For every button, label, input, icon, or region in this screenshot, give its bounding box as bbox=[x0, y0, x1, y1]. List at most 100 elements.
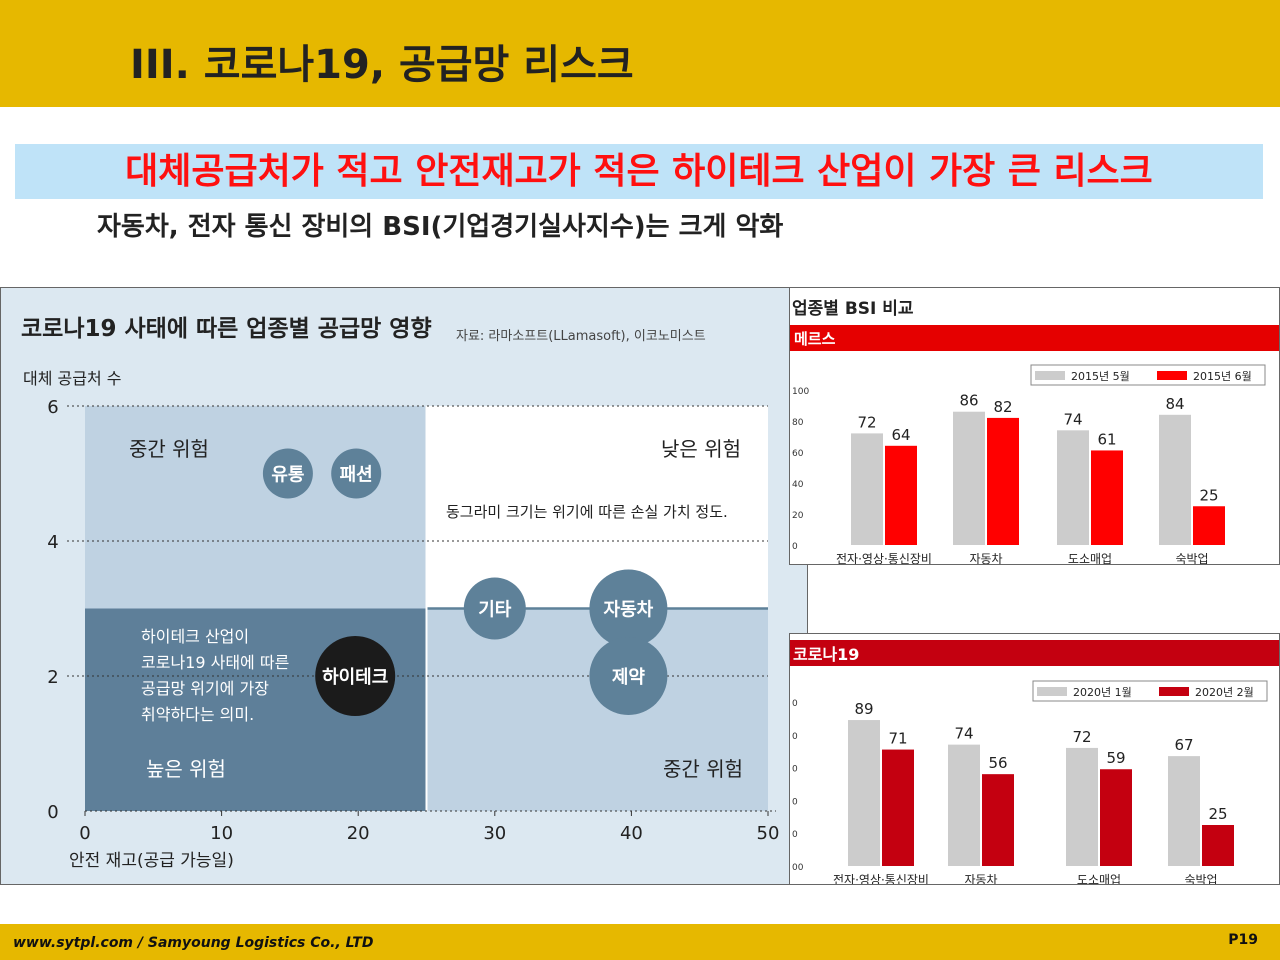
bar-도소매업-2020년 1월 bbox=[1066, 747, 1098, 866]
legend-label: 2015년 5월 bbox=[1071, 370, 1130, 383]
bubble-하이테크 bbox=[315, 636, 396, 716]
supply-risk-bubble-chart: 코로나19 사태에 따른 업종별 공급망 영향 자료: 라마소프트(LLamas… bbox=[21, 316, 780, 871]
bar-y-tick-label: 80 bbox=[792, 418, 804, 428]
legend-swatch bbox=[1035, 371, 1065, 380]
bubble-유통 bbox=[262, 448, 313, 499]
bar-value-label: 86 bbox=[959, 392, 978, 410]
bubble-label: 제약 bbox=[612, 666, 646, 688]
covid-header-bar bbox=[790, 640, 1279, 666]
zone-top-left bbox=[85, 406, 427, 609]
bar-category-label: 자동차 bbox=[969, 552, 1002, 564]
mers-bsi-bar-chart: 업종별 BSI 비교 메르스 0 20 40 60 80 100 2015년 5월 2015년… bbox=[790, 299, 1279, 566]
zone-label-top-left: 중간 위험 bbox=[129, 437, 209, 461]
x-tick-label: 40 bbox=[620, 823, 643, 844]
bar-value-label: 89 bbox=[854, 700, 873, 718]
bar-y-tick-label: 0 bbox=[792, 732, 798, 742]
mers-bsi-panel: 업종별 BSI 비교 메르스 0 20 40 60 80 100 2015년 5월 2015년… bbox=[789, 287, 1280, 566]
bubble-label: 기타 bbox=[478, 600, 512, 621]
bar-value-label: 84 bbox=[1165, 395, 1184, 413]
bar-category-label: 전자·영상·통신장비 bbox=[836, 552, 932, 564]
bar-category-label: 숙박업 bbox=[1184, 873, 1217, 884]
zone-label-bottom-right: 중간 위험 bbox=[663, 757, 743, 781]
bar-y-tick-label: 0 bbox=[792, 765, 798, 775]
bar-숙박업-2020년 1월 bbox=[1168, 756, 1200, 866]
zone-label-top-right: 낮은 위험 bbox=[661, 437, 741, 461]
bar-value-label: 71 bbox=[888, 730, 907, 748]
bar-숙박업-2020년 2월 bbox=[1202, 825, 1234, 866]
bar-value-label: 82 bbox=[993, 398, 1012, 416]
bubble-label: 패션 bbox=[340, 465, 373, 486]
bubble-제약 bbox=[589, 637, 668, 715]
bar-value-label: 59 bbox=[1106, 749, 1125, 767]
zone-top-right bbox=[426, 406, 768, 609]
bubble-label: 하이테크 bbox=[322, 667, 388, 688]
zone-bottom-right bbox=[426, 608, 768, 811]
x-axis-label: 안전 재고(공급 가능일) bbox=[69, 851, 234, 871]
legend-box bbox=[1030, 364, 1266, 386]
bubble-chart-title: 코로나19 사태에 따른 업종별 공급망 영향 bbox=[21, 316, 432, 342]
bar-자동차-2015년 5월 bbox=[953, 411, 985, 545]
bar-숙박업-2015년 6월 bbox=[1193, 506, 1225, 545]
bar-y-tick-label: 00 bbox=[792, 863, 804, 873]
bar-y-tick-label: 100 bbox=[792, 387, 809, 397]
bubble-chart-source: 자료: 라마소프트(LLamasoft), 이코노미스트 bbox=[456, 329, 706, 344]
header-bar bbox=[0, 0, 1280, 107]
mers-header-bar bbox=[790, 325, 1279, 351]
legend-label: 2020년 2월 bbox=[1195, 686, 1254, 699]
bar-자동차-2015년 6월 bbox=[987, 417, 1019, 545]
bar-y-tick-label: 20 bbox=[792, 511, 804, 521]
annotation-line-1: 하이테크 산업이 bbox=[141, 627, 249, 646]
covid-header-label: 코로나19 bbox=[793, 645, 859, 664]
legend-label: 2015년 6월 bbox=[1193, 370, 1252, 383]
mers-header-label: 메르스 bbox=[794, 330, 836, 348]
x-tick-label: 50 bbox=[757, 823, 780, 844]
legend-label: 2020년 1월 bbox=[1073, 686, 1132, 699]
annotation-line-3: 공급망 위기에 가장 bbox=[141, 679, 269, 698]
slide-subtitle: 자동차, 전자 통신 장비의 BSI(기업경기실사지수)는 크게 악화 bbox=[97, 212, 784, 242]
bar-value-label: 61 bbox=[1097, 430, 1116, 448]
legend-swatch bbox=[1159, 687, 1189, 696]
bar-도소매업-2020년 2월 bbox=[1100, 769, 1132, 866]
bar-value-label: 25 bbox=[1208, 805, 1227, 823]
bar-도소매업-2015년 6월 bbox=[1091, 450, 1123, 545]
bar-도소매업-2015년 5월 bbox=[1057, 430, 1089, 545]
supply-risk-chart-panel: 코로나19 사태에 따른 업종별 공급망 영향 자료: 라마소프트(LLamas… bbox=[0, 287, 808, 885]
bar-category-label: 도소매업 bbox=[1077, 873, 1121, 884]
bar-value-label: 72 bbox=[1072, 728, 1091, 746]
bar-자동차-2020년 2월 bbox=[982, 774, 1014, 866]
zone-label-bottom-left: 높은 위험 bbox=[146, 757, 226, 781]
bar-y-tick-label: 0 bbox=[792, 797, 798, 807]
bar-숙박업-2015년 5월 bbox=[1159, 414, 1191, 545]
bar-category-label: 숙박업 bbox=[1175, 552, 1208, 564]
bar-category-label: 전자·영상·통신장비 bbox=[833, 873, 929, 884]
bar-전자·영상·통신장비-2015년 5월 bbox=[851, 433, 883, 545]
bsi-comparison-title: 업종별 BSI 비교 bbox=[792, 299, 914, 319]
page-number: P19 bbox=[1228, 932, 1258, 948]
y-tick-label: 6 bbox=[47, 397, 58, 418]
annotation-line-2: 코로나19 사태에 따른 bbox=[141, 653, 289, 672]
bubble-패션 bbox=[331, 448, 382, 499]
bar-y-tick-label: 0 bbox=[792, 699, 798, 709]
footer-company: www.sytpl.com / Samyoung Logistics Co., … bbox=[13, 935, 374, 951]
bar-category-label: 자동차 bbox=[964, 873, 997, 884]
y-tick-label: 4 bbox=[47, 532, 58, 553]
slide-title: III. 코로나19, 공급망 리스크 bbox=[130, 42, 634, 88]
bar-전자·영상·통신장비-2015년 6월 bbox=[885, 445, 917, 545]
bar-y-tick-label: 60 bbox=[792, 449, 804, 459]
legend-swatch bbox=[1157, 371, 1187, 380]
bar-value-label: 72 bbox=[857, 413, 876, 431]
headline-banner: 대체공급처가 적고 안전재고가 적은 하이테크 산업이 가장 큰 리스크 bbox=[15, 144, 1263, 199]
bubble-label: 유통 bbox=[271, 465, 304, 486]
bar-전자·영상·통신장비-2020년 1월 bbox=[848, 720, 880, 866]
bar-y-tick-label: 0 bbox=[792, 830, 798, 840]
legend-swatch bbox=[1037, 687, 1067, 696]
bar-자동차-2020년 1월 bbox=[948, 744, 980, 866]
bar-value-label: 74 bbox=[954, 725, 973, 743]
bar-value-label: 56 bbox=[988, 754, 1007, 772]
covid-bsi-panel: 코로나19 00 0 0 0 0 0 2020년 1월 2020년 2월 89 71 전자·영상·통… bbox=[789, 633, 1280, 887]
footer-bar bbox=[0, 924, 1280, 960]
bubble-size-note: 동그라미 크기는 위기에 따른 손실 가치 정도. bbox=[446, 503, 728, 521]
bubble-기타 bbox=[463, 577, 526, 640]
bar-전자·영상·통신장비-2020년 2월 bbox=[882, 749, 914, 866]
